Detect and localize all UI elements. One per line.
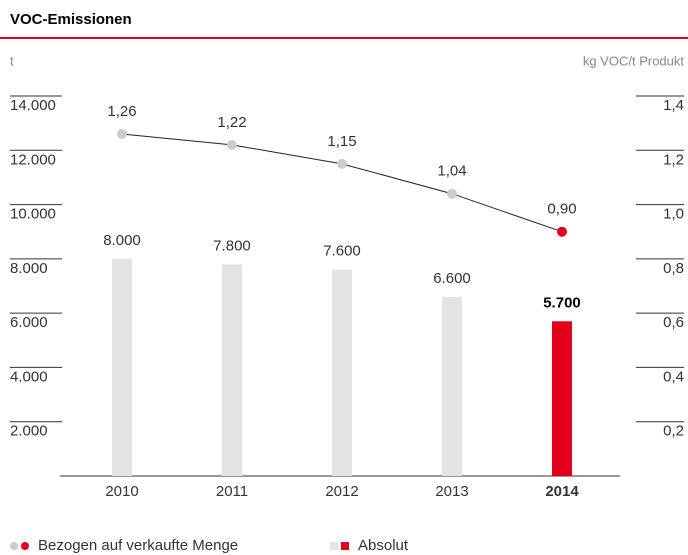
line-point — [337, 158, 347, 169]
bar-value-label: 5.700 — [543, 294, 581, 311]
bar — [442, 296, 462, 476]
y-tick-label: 6.000 — [10, 314, 48, 331]
y-tick-label: 14.000 — [10, 97, 56, 114]
line-point — [557, 226, 567, 237]
y-tick-label: 4.000 — [10, 368, 48, 385]
y2-tick-label: 1,0 — [663, 206, 684, 223]
bar-value-label: 7.600 — [323, 243, 361, 260]
y2-tick-label: 0,4 — [663, 368, 684, 385]
y2-tick-label: 0,6 — [663, 314, 684, 331]
x-tick-label: 2010 — [105, 483, 138, 500]
y2-tick-label: 1,4 — [663, 97, 684, 114]
line-point — [227, 139, 237, 150]
title-rule — [0, 37, 688, 39]
legend-label: Absolut — [358, 537, 409, 554]
x-tick-label: 2013 — [435, 483, 468, 500]
x-tick-label: 2014 — [545, 483, 579, 500]
y-tick-label: 12.000 — [10, 151, 56, 168]
legend-label: Bezogen auf verkaufte Menge — [38, 537, 238, 554]
bar — [222, 264, 242, 476]
y-tick-label: 10.000 — [10, 206, 56, 223]
line-point — [447, 188, 457, 199]
line-value-label: 1,22 — [217, 114, 246, 131]
bar — [112, 258, 132, 476]
line-point — [117, 129, 127, 139]
chart-title: VOC-Emissionen — [10, 11, 132, 28]
bar — [552, 321, 572, 476]
y-tick-label: 2.000 — [10, 423, 48, 440]
line-value-label: 1,26 — [107, 103, 136, 120]
y2-tick-label: 0,8 — [663, 260, 684, 277]
bar-value-label: 7.800 — [213, 237, 251, 254]
x-tick-label: 2011 — [216, 483, 248, 500]
y2-tick-label: 1,2 — [663, 151, 684, 168]
bar — [332, 269, 352, 476]
y2-axis-label: kg VOC/t Produkt — [583, 53, 685, 68]
bar-value-label: 8.000 — [103, 232, 141, 249]
y2-tick-label: 0,2 — [663, 423, 684, 440]
line-value-label: 0,90 — [547, 201, 576, 218]
legend-marker — [21, 542, 29, 550]
legend-marker — [330, 542, 338, 550]
y-axis-label: t — [10, 53, 14, 68]
legend-marker — [10, 542, 18, 550]
line-value-label: 1,04 — [437, 163, 466, 180]
y-tick-label: 8.000 — [10, 260, 48, 277]
legend-marker — [341, 542, 349, 550]
line-value-label: 1,15 — [327, 133, 356, 150]
bar-value-label: 6.600 — [433, 270, 471, 287]
x-tick-label: 2012 — [325, 483, 358, 500]
